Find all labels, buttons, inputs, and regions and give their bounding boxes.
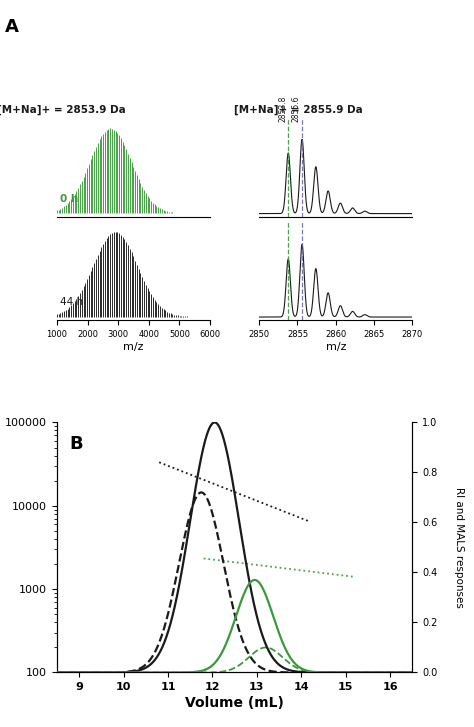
Text: 0 h: 0 h [60, 194, 78, 204]
Y-axis label: RI and MALS responses: RI and MALS responses [454, 487, 464, 608]
Text: A: A [5, 18, 18, 36]
X-axis label: Volume (mL): Volume (mL) [185, 696, 284, 710]
Text: 44 h: 44 h [60, 297, 83, 308]
X-axis label: m/z: m/z [326, 342, 346, 352]
Text: 2853.8: 2853.8 [278, 96, 287, 122]
Y-axis label: Molar mass (g/mol): Molar mass (g/mol) [0, 497, 1, 598]
Text: B: B [69, 435, 83, 453]
Text: [M+Na]+ = 2855.9 Da: [M+Na]+ = 2855.9 Da [234, 105, 363, 115]
Text: 2855.6: 2855.6 [292, 96, 301, 122]
Text: [M+Na]+ = 2853.9 Da: [M+Na]+ = 2853.9 Da [0, 105, 126, 115]
X-axis label: m/z: m/z [123, 342, 144, 352]
